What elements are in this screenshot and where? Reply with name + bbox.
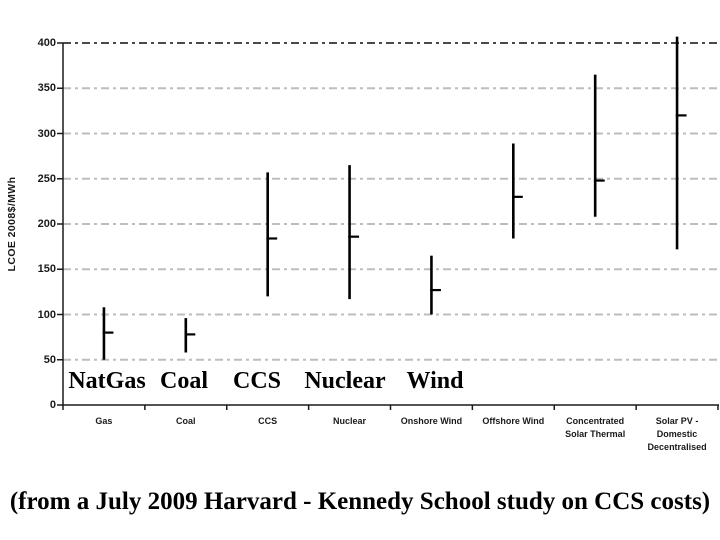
y-tick-label-0: 0 (49, 399, 56, 411)
x-category-label-ccs: CCS (222, 415, 314, 428)
x-category-label-solar-pv-domestic-decentralised: Solar PV - Domestic Decentralised (631, 415, 720, 454)
x-category-label-line: Concentrated (566, 416, 625, 426)
y-tick-label-200: 200 (37, 218, 56, 230)
x-category-label-line: CCS (258, 416, 278, 426)
x-category-label-line: Offshore Wind (482, 416, 545, 426)
x-category-label-line: Solar PV - (655, 416, 699, 426)
x-category-label-line: Nuclear (333, 416, 367, 426)
annotation-wind: Wind (406, 368, 464, 394)
y-tick-label-350: 350 (37, 82, 56, 95)
chart-canvas (57, 36, 719, 410)
y-tick-label-100: 100 (37, 308, 56, 321)
x-category-label-coal: Coal (140, 415, 232, 428)
x-category-label-line: Gas (95, 416, 113, 426)
x-category-label-gas: Gas (58, 415, 150, 428)
y-tick-label-400: 400 (37, 37, 56, 49)
x-category-label-concentrated-solar-thermal: Concentrated Solar Thermal (549, 415, 641, 441)
annotation-nuclear: Nuclear (304, 368, 386, 394)
source-caption: (from a July 2009 Harvard - Kennedy Scho… (9, 488, 711, 515)
lcoe-range-chart: LCOE 2008$/MWh 0 50 100 150 200 250 300 350 400 … (6, 36, 720, 454)
x-category-label-line: Onshore Wind (400, 416, 463, 426)
x-category-label-line: Decentralised (647, 442, 707, 452)
y-axis-title: LCOE 2008$/MWh (6, 176, 18, 272)
annotation-ccs: CCS (232, 368, 281, 394)
x-category-label-offshore-wind: Offshore Wind (467, 415, 559, 428)
y-tick-label-250: 250 (37, 172, 56, 185)
x-category-label-line: Coal (176, 416, 196, 426)
x-category-label-line: Solar Thermal (565, 429, 626, 439)
x-category-label-nuclear: Nuclear (304, 415, 396, 428)
annotation-coal: Coal (160, 368, 208, 394)
y-tick-label-50: 50 (43, 353, 56, 366)
y-tick-label-300: 300 (37, 127, 56, 140)
y-tick-label-150: 150 (37, 263, 56, 276)
x-category-label-line: Domestic (656, 429, 698, 439)
annotation-natgas: NatGas (68, 368, 146, 394)
x-category-label-onshore-wind: Onshore Wind (385, 415, 477, 428)
